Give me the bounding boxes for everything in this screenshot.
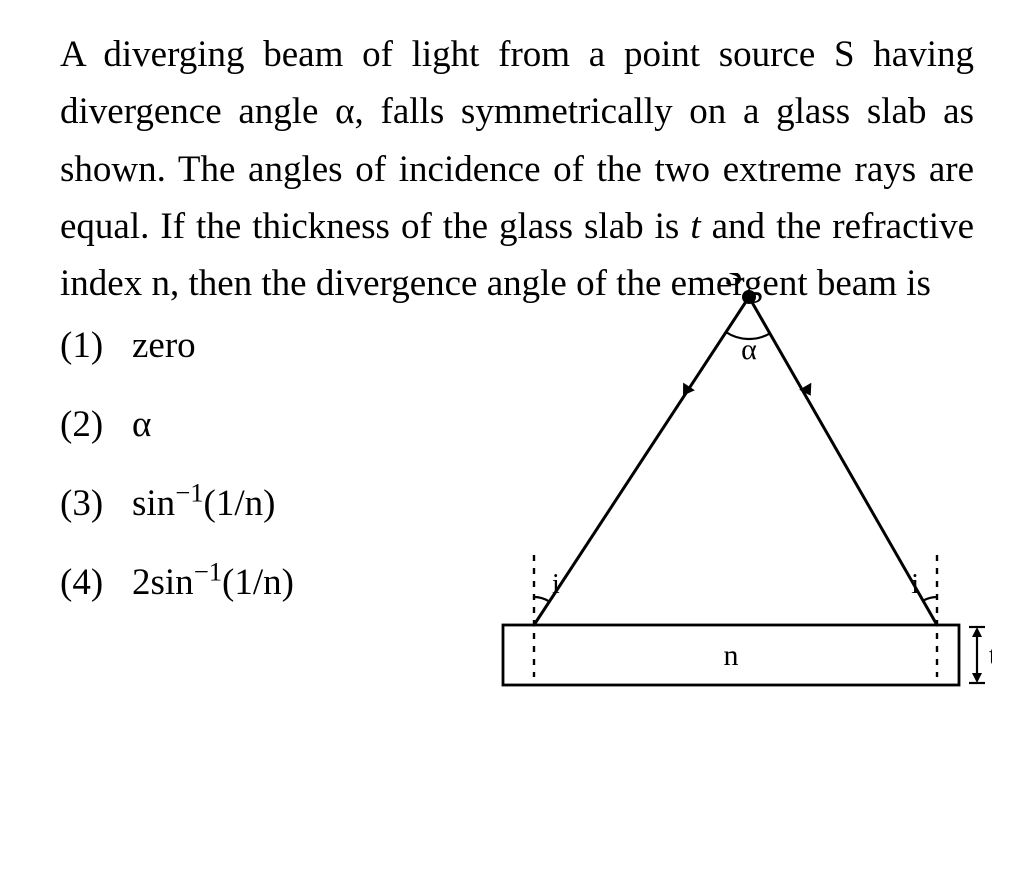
svg-text:t: t — [989, 640, 992, 671]
question-text: A diverging beam of light from a point s… — [60, 26, 974, 313]
option-number: (1) — [60, 327, 132, 364]
option-number: (4) — [60, 564, 132, 601]
option-label: 2sin−1(1/n) — [132, 564, 294, 601]
svg-text:i: i — [552, 569, 560, 600]
svg-text:n: n — [724, 639, 739, 672]
option-label: α — [132, 406, 151, 443]
options-and-diagram: (1) zero (2) α (3) sin−1(1/n) (4) 2sin−1… — [60, 327, 974, 601]
option-number: (2) — [60, 406, 132, 443]
option-label: sin−1(1/n) — [132, 485, 275, 522]
svg-text:S: S — [724, 273, 743, 293]
question-italic-t: t — [690, 206, 700, 247]
option-label: zero — [132, 327, 196, 364]
svg-text:i: i — [911, 569, 919, 600]
optics-diagram: Sα i i n t — [462, 273, 992, 713]
option-number: (3) — [60, 485, 132, 522]
question-page: A diverging beam of light from a point s… — [0, 0, 1024, 876]
svg-text:α: α — [741, 333, 757, 366]
